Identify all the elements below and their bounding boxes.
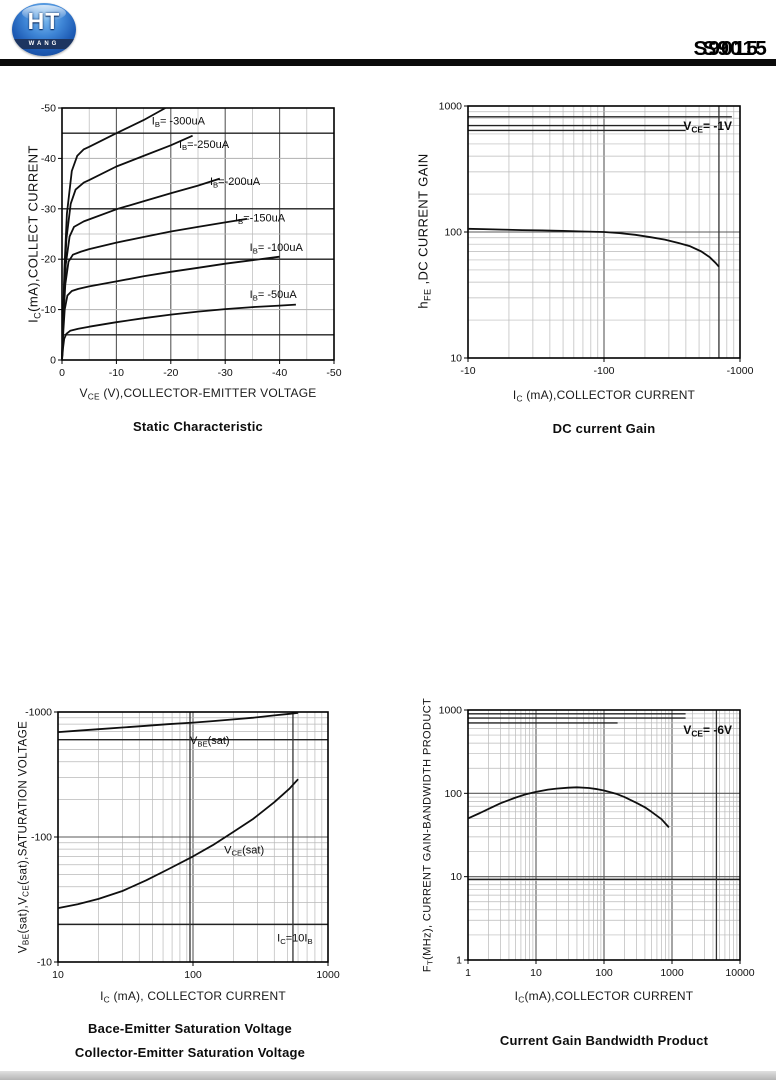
svg-text:0: 0 [59,367,65,379]
svg-text:-50: -50 [41,103,56,115]
svg-text:IB=-250uA: IB=-250uA [179,139,230,152]
svg-text:-20: -20 [163,367,178,379]
svg-text:1000: 1000 [316,969,340,981]
header-rule [0,59,776,66]
svg-text:IB=-150uA: IB=-150uA [235,212,286,225]
svg-text:10: 10 [530,967,542,979]
svg-text:IB= -50uA: IB= -50uA [250,289,298,302]
static-chart-x-axis-label: VCE (V),COLLECTOR-EMITTER VOLTAGE [79,386,317,402]
ft-chart-caption: Current Gain Bandwidth Product [499,1033,709,1048]
svg-text:-40: -40 [272,367,287,379]
gain-chart-caption: DC current Gain [552,421,656,436]
svg-text:VCE(sat): VCE(sat) [224,844,264,857]
svg-text:-50: -50 [326,367,341,379]
svg-text:-10: -10 [41,304,56,316]
gain-chart-x-axis-label: IC (mA),COLLECTOR CURRENT [512,388,696,404]
static-characteristic-chart: 0 -10 -20 -30 -40 -50 0 -10 -20 -30 -40 -50 IB= -300… [41,103,342,380]
svg-text:0: 0 [50,355,56,367]
svg-text:100: 100 [444,227,462,239]
svg-text:1000: 1000 [660,967,684,979]
static-chart-caption: Static Characteristic [133,419,263,434]
svg-text:-10: -10 [109,367,124,379]
dc-current-gain-chart: -10 -100 -1000 10 100 1000 VCE= -1V [439,101,754,378]
svg-text:100: 100 [184,969,202,981]
svg-text:-40: -40 [41,153,56,165]
saturation-chart-y-axis-label: VBE(sat),VCE(sat),SATURATION VOLTAGE [17,720,31,954]
part-number-ghost: S9015 [693,38,759,60]
svg-text:-20: -20 [41,254,56,266]
svg-text:10000: 10000 [725,967,754,979]
svg-text:10: 10 [52,969,64,981]
svg-text:-30: -30 [41,203,56,215]
svg-text:-100: -100 [31,832,52,844]
svg-text:-1000: -1000 [25,707,52,719]
svg-text:VCE= -1V: VCE= -1V [683,119,732,135]
svg-text:10: 10 [450,871,462,883]
svg-text:-30: -30 [218,367,233,379]
logo-gloss [22,5,66,21]
svg-text:-10: -10 [460,365,475,377]
ft-chart-x-axis-label: IC(mA),COLLECTOR CURRENT [514,989,694,1005]
svg-text:-100: -100 [593,365,614,377]
saturation-chart-x-axis-label: IC (mA), COLLECTOR CURRENT [100,989,286,1005]
svg-text:VCE= -6V: VCE= -6V [683,723,732,739]
ht-wang-logo: HT WANG [12,3,78,59]
saturation-chart-caption-line1: Bace-Emitter Saturation Voltage [88,1021,292,1036]
svg-text:-1000: -1000 [727,365,754,377]
svg-text:1: 1 [465,967,471,979]
logo-sphere-icon: HT WANG [12,3,76,56]
ft-chart-y-axis-label: FT(MHz), CURRENT GAIN-BANDWIDTH PRODUCT [421,697,435,973]
svg-text:IB= -300uA: IB= -300uA [152,116,206,129]
svg-text:100: 100 [444,788,462,800]
gain-bandwidth-chart: 1 10 100 1000 10000 1 10 100 1000 VCE= -6V [439,705,755,980]
static-chart-y-axis-label: IC(mA),COLLECT CURRENT [25,145,43,323]
svg-text:IC=10IB: IC=10IB [277,933,312,946]
saturation-voltage-chart: 10 100 1000 -10 -100 -1000 VBE(sat) VCE(sat) IC=… [25,707,340,982]
logo-band-text: WANG [12,39,76,49]
svg-text:10: 10 [450,353,462,365]
svg-text:100: 100 [595,967,613,979]
svg-text:VBE(sat): VBE(sat) [190,735,230,748]
svg-text:1000: 1000 [439,101,463,113]
part-number: S9015 S9015 [648,38,768,60]
svg-text:-10: -10 [37,957,52,969]
gain-chart-y-axis-label: hFE ,DC CURRENT GAIN [415,153,433,309]
svg-text:1000: 1000 [439,705,463,717]
logo-monogram: HT [27,8,61,34]
svg-text:IB=-200uA: IB=-200uA [210,176,261,189]
page-bottom-scan-edge [0,1071,776,1080]
part-number-text: S9015 [702,38,768,60]
saturation-chart-caption-line2: Collector-Emitter Saturation Voltage [74,1045,306,1060]
svg-text:1: 1 [456,955,462,967]
svg-text:IB= -100uA: IB= -100uA [250,242,304,255]
